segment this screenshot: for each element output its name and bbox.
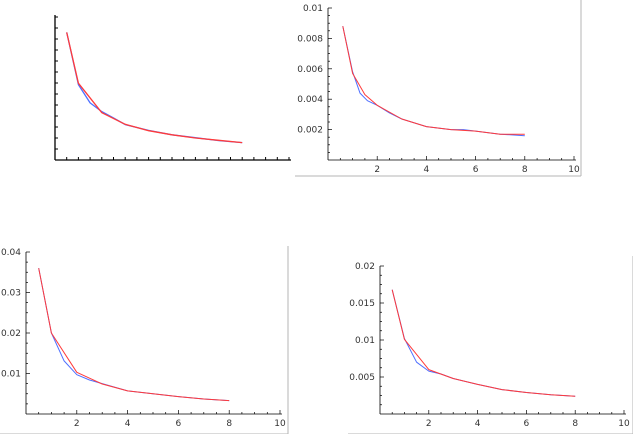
x-tick-label: 10	[568, 165, 580, 175]
panel-bottom-left: 2 4 6 8 10 0.01 0.02 0.03 0.04	[0, 246, 289, 434]
red-series-line	[342, 26, 525, 135]
blue-series-line	[391, 289, 576, 397]
x-tick-label: 4	[475, 419, 481, 429]
y-tick-label: 0.01	[303, 4, 323, 14]
x-tick-label: 2	[426, 419, 432, 429]
y-tick-label: 0.03	[1, 289, 21, 299]
panel-top-right: 2 4 6 8 10 0.002 0.004 0.006 0.008 0.01	[295, 0, 582, 177]
red-series-line	[66, 32, 243, 144]
y-tick-label: 0.01	[1, 370, 21, 380]
x-tick-label: 6	[524, 419, 530, 429]
y-tick-label: 0.006	[297, 65, 323, 75]
x-tick-label: 4	[424, 165, 430, 175]
y-tick-label: 0.005	[349, 373, 375, 383]
x-tick-label: 10	[274, 419, 286, 429]
x-tick-label: 6	[473, 165, 479, 175]
x-tick-label: 2	[374, 165, 380, 175]
x-tick-label: 2	[74, 419, 80, 429]
blue-series-line	[38, 268, 230, 402]
y-tick-label: 0.04	[1, 248, 21, 258]
x-tick-label: 8	[522, 165, 528, 175]
y-tick-label: 0.004	[297, 95, 323, 105]
blue-series-line	[342, 26, 525, 137]
y-tick-label: 0.02	[355, 262, 375, 272]
red-series-line	[38, 268, 230, 402]
x-tick-label: 8	[572, 419, 578, 429]
x-tick-label: 4	[125, 419, 131, 429]
panel-top-left	[54, 15, 291, 161]
x-tick-label: 10	[618, 419, 630, 429]
red-series-line	[391, 289, 576, 397]
y-tick-label: 0.02	[1, 329, 21, 339]
y-tick-label: 0.01	[355, 336, 375, 346]
x-tick-label: 8	[226, 419, 232, 429]
y-tick-label: 0.002	[297, 126, 323, 136]
y-tick-label: 0.015	[349, 299, 375, 309]
blue-series-line	[66, 32, 243, 144]
x-tick-label: 6	[176, 419, 182, 429]
y-tick-label: 0.008	[297, 34, 323, 44]
panel-bottom-right: 2 4 6 8 10 0.005 0.01 0.015 0.02	[348, 256, 633, 434]
